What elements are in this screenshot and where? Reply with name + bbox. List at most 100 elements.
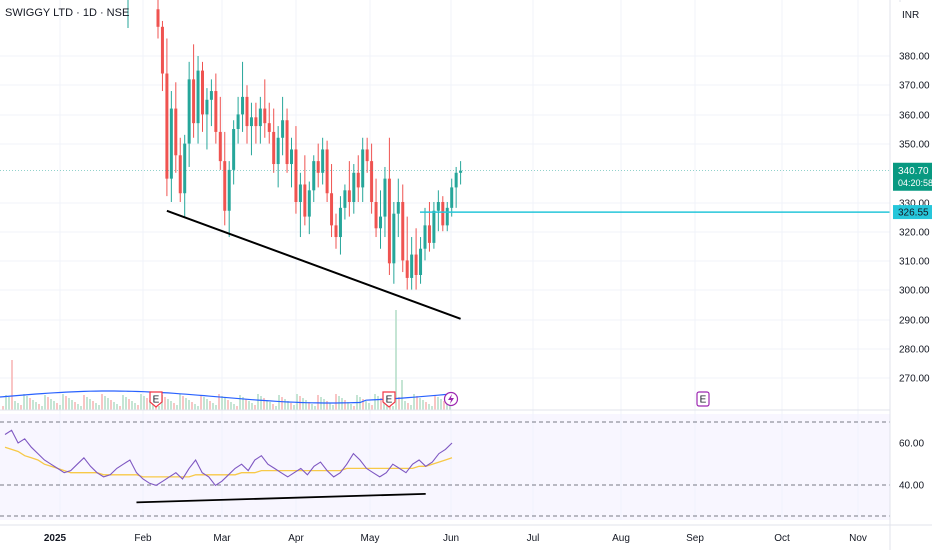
volume-bar: [2, 406, 4, 410]
candle-52: [387, 137, 391, 275]
volume-bar: [149, 400, 151, 410]
volume-bar: [401, 380, 403, 410]
candle-36: [316, 143, 320, 188]
volume-bar: [302, 398, 304, 410]
candle-body: [352, 172, 356, 202]
candle-6: [183, 134, 187, 217]
candle-body: [379, 216, 382, 229]
candle-body: [374, 202, 378, 229]
candle-body: [285, 120, 289, 165]
earnings-badge: [382, 391, 396, 408]
volume-bar: [71, 400, 73, 410]
candle-body: [174, 108, 178, 156]
candle-body: [356, 172, 360, 188]
volume-bar: [269, 402, 271, 410]
candle-body: [441, 202, 445, 226]
candle-11: [205, 88, 209, 150]
candle-64: [441, 196, 445, 232]
rsi-pane[interactable]: [0, 409, 890, 517]
earnings-marker-2: E: [696, 391, 710, 407]
volume-bar: [242, 397, 244, 410]
candle-54: [396, 178, 400, 238]
volume-bar: [236, 406, 238, 410]
candle-25: [267, 102, 271, 144]
volume-bar: [170, 401, 172, 410]
candle-body: [165, 73, 169, 179]
candle-body: [209, 91, 213, 100]
volume-bar: [56, 403, 58, 410]
volume-bar: [281, 397, 283, 410]
volume-bar: [140, 394, 142, 410]
candle-body: [298, 184, 302, 202]
candle-23: [258, 96, 262, 144]
candle-body: [303, 184, 307, 217]
earnings-label: E: [153, 395, 160, 406]
candle-9: [196, 56, 200, 144]
candle-5: [178, 137, 182, 202]
price-tick: 320.00: [899, 228, 930, 239]
candle-19: [241, 61, 245, 132]
volume-bar: [347, 402, 349, 410]
candle-body: [432, 210, 436, 243]
volume-bar: [257, 394, 259, 410]
candle-20: [245, 85, 249, 144]
volume-bar: [83, 395, 85, 410]
volume-bar: [383, 400, 385, 410]
volume-bar: [110, 400, 112, 410]
volume-bar: [371, 405, 373, 410]
volume-bar: [389, 404, 391, 410]
volume-bar: [233, 404, 235, 410]
lightning-glyph: [448, 394, 454, 404]
candle-body: [427, 225, 431, 243]
volume-bar: [125, 397, 127, 410]
candle-38: [325, 140, 329, 202]
earnings-label: E: [386, 395, 393, 406]
symbol-title[interactable]: SWIGGY LTD · 1D · NSE: [5, 7, 130, 19]
volume-bar: [224, 398, 226, 410]
candle-34: [307, 181, 311, 235]
volume-bar: [359, 397, 361, 410]
volume-bar: [122, 395, 124, 410]
candle-body: [330, 193, 334, 226]
time-label: Apr: [288, 533, 304, 544]
candle-43: [347, 161, 351, 217]
volume-bar: [374, 394, 376, 410]
candle-body: [459, 170, 463, 173]
candle-41: [338, 196, 342, 255]
candle-26: [272, 108, 276, 173]
candle-body: [201, 70, 204, 115]
volume-bar: [95, 403, 97, 410]
candle-46: [361, 137, 365, 202]
volume-bar: [284, 399, 286, 410]
volume-bar: [5, 395, 7, 410]
trendlines[interactable]: [0, 170, 890, 320]
volume-bar: [74, 402, 76, 410]
volume-bar: [23, 394, 25, 410]
volume-bar: [215, 405, 217, 410]
candle-body: [361, 149, 365, 188]
volume-bar: [116, 404, 118, 410]
candle-body: [227, 169, 231, 211]
volume-bar: [239, 395, 241, 410]
volume-bar: [326, 401, 328, 410]
candle-body: [232, 129, 236, 170]
candle-16: [227, 161, 231, 238]
candle-body: [214, 91, 218, 132]
volume-bar: [446, 403, 448, 410]
candle-45: [356, 155, 360, 202]
rsi-trendline: [136, 492, 426, 504]
level-badge: [893, 205, 932, 220]
volume-bar: [251, 403, 253, 410]
volume-bar: [50, 399, 52, 410]
candle-10: [201, 61, 204, 132]
candle-body: [347, 190, 351, 202]
volume-bar: [413, 394, 415, 410]
volume-bar: [377, 396, 379, 410]
volume-bar: [335, 394, 337, 410]
volume-bar: [332, 405, 334, 410]
volume-bar: [41, 406, 43, 410]
price-tick: 280.00: [899, 345, 930, 356]
candlestick-series[interactable]: [156, 0, 463, 290]
